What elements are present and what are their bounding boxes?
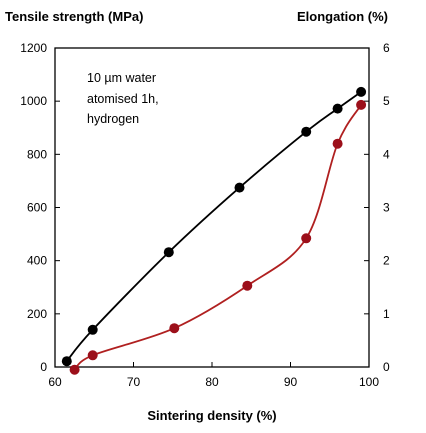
y-right-axis: 0 1 2 3 4 5 6: [364, 41, 390, 374]
y-right-axis-title: Elongation (%): [297, 9, 388, 24]
series-2-point: [169, 323, 180, 334]
y-left-tick-label: 400: [27, 254, 47, 268]
y-right-tick-label: 3: [383, 201, 390, 215]
series-2-point: [69, 364, 80, 375]
y-right-tick-label: 6: [383, 41, 390, 55]
series-2-point: [242, 280, 253, 291]
y-left-tick-label: 600: [27, 201, 47, 215]
series-2-line: [73, 104, 362, 371]
y-left-axis: 0 200 400 600 800 1000 1200: [20, 41, 60, 374]
y-left-tick-label: 1200: [20, 41, 47, 55]
x-tick-label: 80: [205, 375, 219, 389]
series-curves: [66, 91, 362, 371]
series-1-point: [61, 356, 72, 367]
series-1-point: [301, 126, 312, 137]
x-tick-label: 60: [48, 375, 62, 389]
y-right-tick-label: 0: [383, 360, 390, 374]
series-2-point: [87, 350, 98, 361]
x-tick-label: 70: [127, 375, 141, 389]
series-1-point: [356, 86, 367, 97]
y-right-tick-label: 1: [383, 307, 390, 321]
series-2-point: [356, 99, 367, 110]
series-2-point: [301, 233, 312, 244]
y-right-tick-label: 5: [383, 94, 390, 108]
x-axis: 60 70 80 90 100: [48, 362, 379, 389]
annotation-line-3: hydrogen: [87, 112, 139, 126]
series-1-point: [87, 324, 98, 335]
y-left-axis-title: Tensile strength (MPa): [5, 9, 143, 24]
x-tick-label: 90: [284, 375, 298, 389]
series-markers: [61, 86, 367, 375]
annotation-line-1: 10 µm water: [87, 71, 156, 85]
series-1-point: [332, 103, 343, 114]
series-1-line: [66, 91, 362, 362]
series-1-point: [163, 247, 174, 258]
y-left-tick-label: 0: [40, 360, 47, 374]
series-2-point: [332, 138, 343, 149]
x-axis-title: Sintering density (%): [147, 408, 276, 423]
x-tick-label: 100: [359, 375, 379, 389]
y-left-tick-label: 200: [27, 307, 47, 321]
y-left-tick-label: 1000: [20, 94, 47, 108]
y-right-tick-label: 4: [383, 147, 390, 161]
series-1-point: [234, 182, 245, 193]
y-right-tick-label: 2: [383, 254, 390, 268]
y-left-tick-label: 800: [27, 147, 47, 161]
annotation-line-2: atomised 1h,: [87, 92, 159, 106]
